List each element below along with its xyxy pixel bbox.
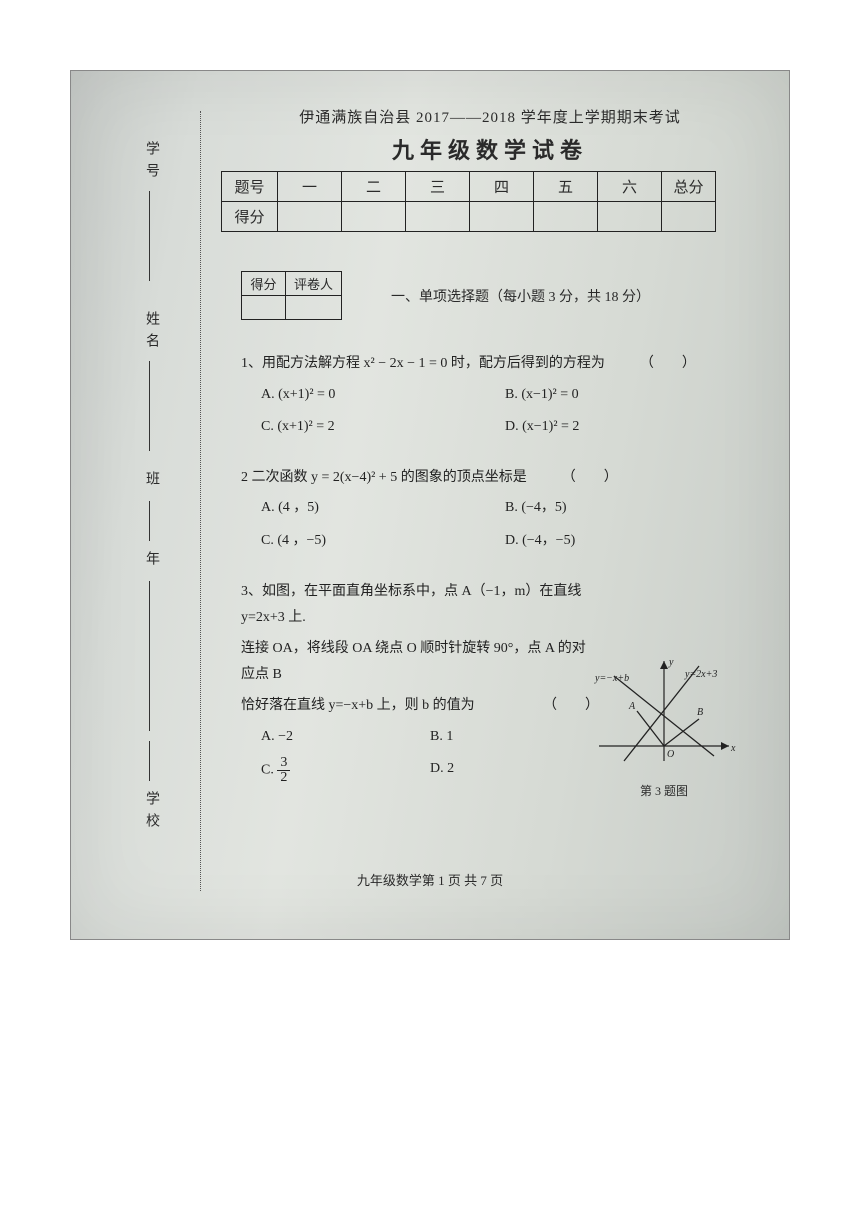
cell xyxy=(470,202,534,232)
frac-top: 3 xyxy=(277,756,290,771)
cell xyxy=(286,296,342,320)
binding-line xyxy=(149,361,150,451)
cell: 一 xyxy=(278,172,342,202)
page-content: 学号 姓名 班 年 学校 伊通满族自治县 2017——2018 学年度上学期期末… xyxy=(71,71,789,939)
table-row: 得分 xyxy=(222,202,716,232)
cell xyxy=(278,202,342,232)
binding-label-school: 学校 xyxy=(141,791,161,835)
option-b: B. (x−1)² = 0 xyxy=(505,382,749,409)
svg-text:B: B xyxy=(697,707,703,718)
cell: 得分 xyxy=(242,272,286,296)
binding-line xyxy=(149,501,150,541)
q3-options: A. −2 B. 1 C. 3 2 D. 2 xyxy=(241,724,599,792)
option-a: A. −2 xyxy=(261,724,430,751)
cell xyxy=(242,296,286,320)
opt-c-prefix: C. xyxy=(261,763,277,778)
q2-options: A. (4 ，5) B. (−4，5) C. (4 ，−5) D. (−4，−5… xyxy=(241,495,749,560)
option-b: B. (−4，5) xyxy=(505,495,749,522)
q1-stem: 1、用配方法解方程 x² − 2x − 1 = 0 时，配方后得到的方程为 （ … xyxy=(241,351,749,378)
grader-table: 得分 评卷人 xyxy=(241,271,342,320)
option-a: A. (4 ，5) xyxy=(261,495,505,522)
score-table: 题号 一 二 三 四 五 六 总分 得分 xyxy=(221,171,716,232)
cell: 总分 xyxy=(662,172,716,202)
q3-line2: 连接 OA，将线段 OA 绕点 O 顺时针旋转 90°，点 A 的对应点 B xyxy=(241,636,599,689)
cell: 五 xyxy=(534,172,598,202)
cell: 二 xyxy=(342,172,406,202)
option-c: C. (4 ，−5) xyxy=(261,528,505,555)
option-d: D. (−4，−5) xyxy=(505,528,749,555)
option-c: C. 3 2 xyxy=(261,756,430,785)
q3-line3: 恰好落在直线 y=−x+b 上，则 b 的值为 （ ） xyxy=(241,693,599,720)
svg-text:x: x xyxy=(730,743,736,754)
cell: 得分 xyxy=(222,202,278,232)
option-d: D. 2 xyxy=(430,756,599,785)
cell xyxy=(598,202,662,232)
q2-stem: 2 二次函数 y = 2(x−4)² + 5 的图象的顶点坐标是 （ ） xyxy=(241,465,749,492)
question-1: 1、用配方法解方程 x² − 2x − 1 = 0 时，配方后得到的方程为 （ … xyxy=(241,351,749,447)
q1-options: A. (x+1)² = 0 B. (x−1)² = 0 C. (x+1)² = … xyxy=(241,382,749,447)
binding-line xyxy=(149,741,150,781)
q1-text: 1、用配方法解方程 x² − 2x − 1 = 0 时，配方后得到的方程为 xyxy=(241,356,605,371)
binding-label-class: 班 xyxy=(141,471,161,493)
svg-text:A: A xyxy=(628,701,636,712)
answer-paren: （ ） xyxy=(562,470,618,485)
cell xyxy=(534,202,598,232)
scanned-page: 学号 姓名 班 年 学校 伊通满族自治县 2017——2018 学年度上学期期末… xyxy=(70,70,790,940)
svg-text:y: y xyxy=(668,657,674,668)
binding-label-id: 学号 xyxy=(141,141,161,185)
question-2: 2 二次函数 y = 2(x−4)² + 5 的图象的顶点坐标是 （ ） A. … xyxy=(241,465,749,561)
option-c: C. (x+1)² = 2 xyxy=(261,414,505,441)
binding-line xyxy=(149,191,150,281)
cell: 四 xyxy=(470,172,534,202)
cell xyxy=(662,202,716,232)
cell: 六 xyxy=(598,172,662,202)
line-label-right: y=2x+3 xyxy=(684,669,717,680)
binding-margin: 学号 姓名 班 年 学校 xyxy=(161,111,201,891)
option-b: B. 1 xyxy=(430,724,599,751)
binding-line xyxy=(149,581,150,731)
table-row: 题号 一 二 三 四 五 六 总分 xyxy=(222,172,716,202)
page-footer: 九年级数学第 1 页 共 7 页 xyxy=(71,870,789,889)
cell xyxy=(406,202,470,232)
coord-graph-icon: x y O A B y=−x+b y=2x+3 xyxy=(589,651,739,781)
q2-text: 2 二次函数 y = 2(x−4)² + 5 的图象的顶点坐标是 xyxy=(241,470,527,485)
option-d: D. (x−1)² = 2 xyxy=(505,414,749,441)
table-row: 得分 评卷人 xyxy=(242,272,342,296)
section-title: 一、单项选择题（每小题 3 分，共 18 分） xyxy=(391,286,650,306)
exam-header: 伊通满族自治县 2017——2018 学年度上学期期末考试 九年级数学试卷 xyxy=(221,106,759,165)
svg-text:O: O xyxy=(667,749,674,760)
answer-paren: （ ） xyxy=(640,356,696,371)
cell: 三 xyxy=(406,172,470,202)
cell: 评卷人 xyxy=(286,272,342,296)
q3-text3: 恰好落在直线 y=−x+b 上，则 b 的值为 xyxy=(241,698,475,713)
binding-label-grade: 年 xyxy=(141,551,161,573)
option-a: A. (x+1)² = 0 xyxy=(261,382,505,409)
diagram-caption: 第 3 题图 xyxy=(589,782,739,799)
line-label-left: y=−x+b xyxy=(594,673,629,684)
header-line2: 九年级数学试卷 xyxy=(221,133,759,165)
header-line1: 伊通满族自治县 2017——2018 学年度上学期期末考试 xyxy=(221,106,759,127)
frac-bot: 2 xyxy=(277,771,290,785)
q3-line1: 3、如图，在平面直角坐标系中，点 A（−1，m）在直线 y=2x+3 上. xyxy=(241,579,599,632)
cell: 题号 xyxy=(222,172,278,202)
table-row xyxy=(242,296,342,320)
q3-diagram: x y O A B y=−x+b y=2x+3 第 3 题图 xyxy=(589,651,739,781)
binding-label-name: 姓名 xyxy=(141,311,161,355)
cell xyxy=(342,202,406,232)
